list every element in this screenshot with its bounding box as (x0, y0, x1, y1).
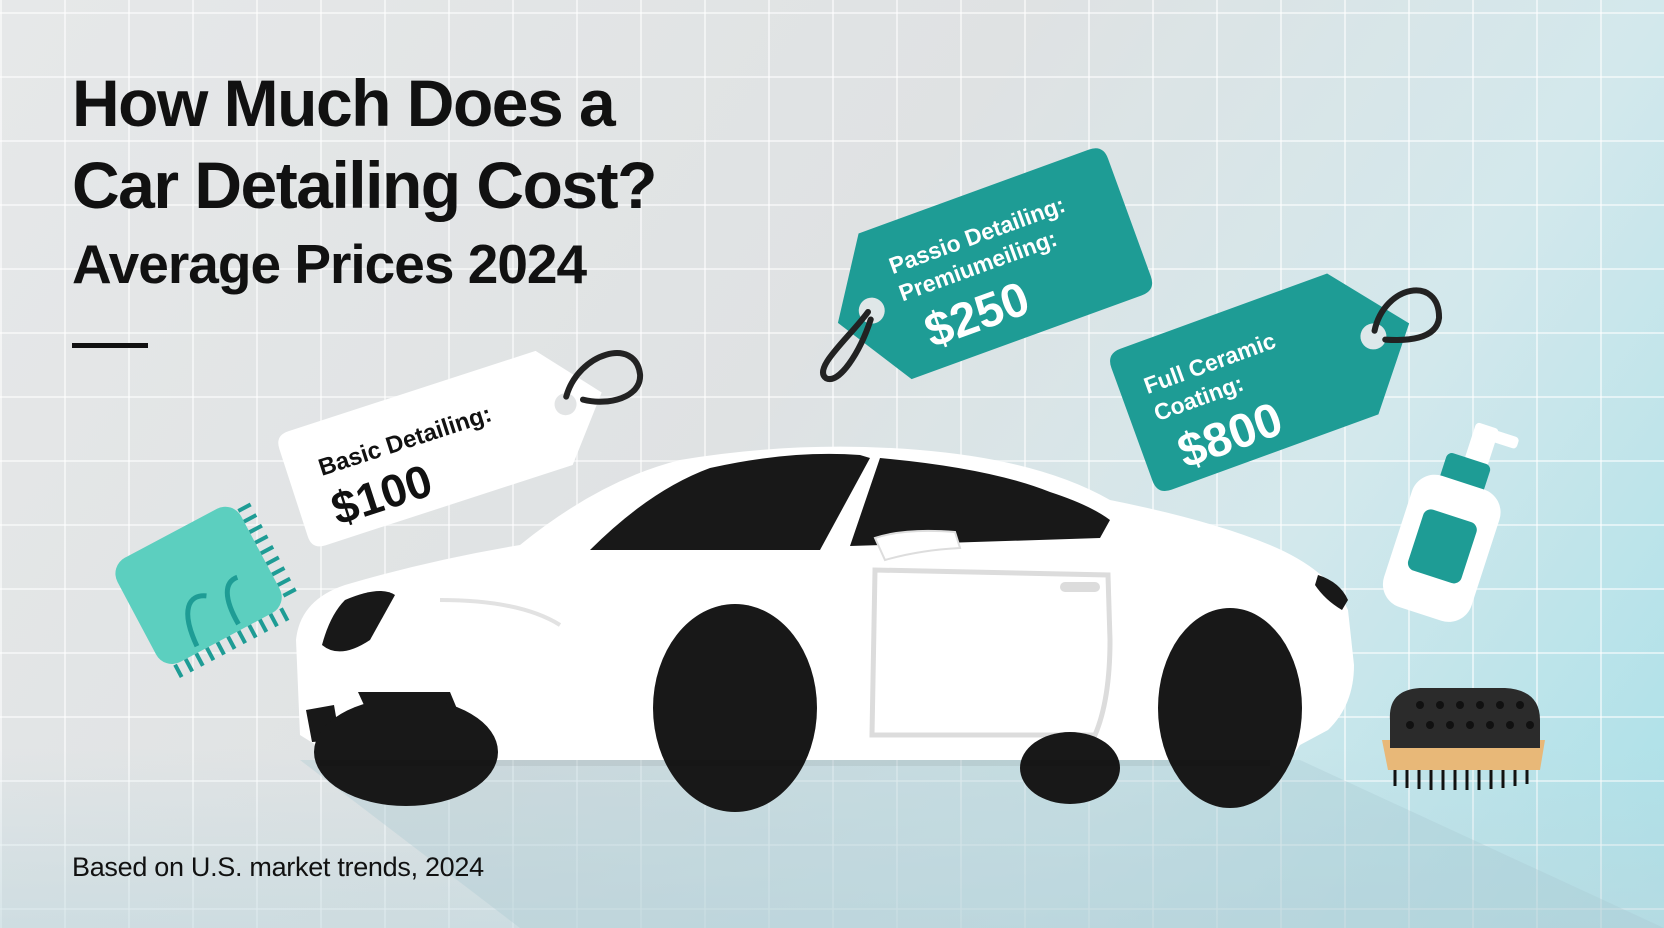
headline-subtitle: Average Prices 2024 (72, 233, 587, 295)
car-illustration (296, 446, 1354, 812)
spray-bottle-icon (1382, 422, 1519, 622)
headline: How Much Does a Car Detailing Cost? Aver… (72, 62, 657, 300)
scrub-brush-icon (1382, 688, 1545, 790)
price-tag-premium: Passio Detailing: Premiumeiling: $250 (820, 148, 1153, 382)
title-divider (72, 343, 148, 348)
floor-shade (0, 748, 1664, 928)
source-footnote: Based on U.S. market trends, 2024 (72, 852, 484, 882)
headline-line-1: How Much Does a (72, 66, 616, 140)
microfiber-towel-icon (115, 502, 297, 678)
headline-line-2: Car Detailing Cost? (72, 148, 657, 222)
price-tag-ceramic: Full Ceramic Coating: $800 (1110, 273, 1443, 492)
